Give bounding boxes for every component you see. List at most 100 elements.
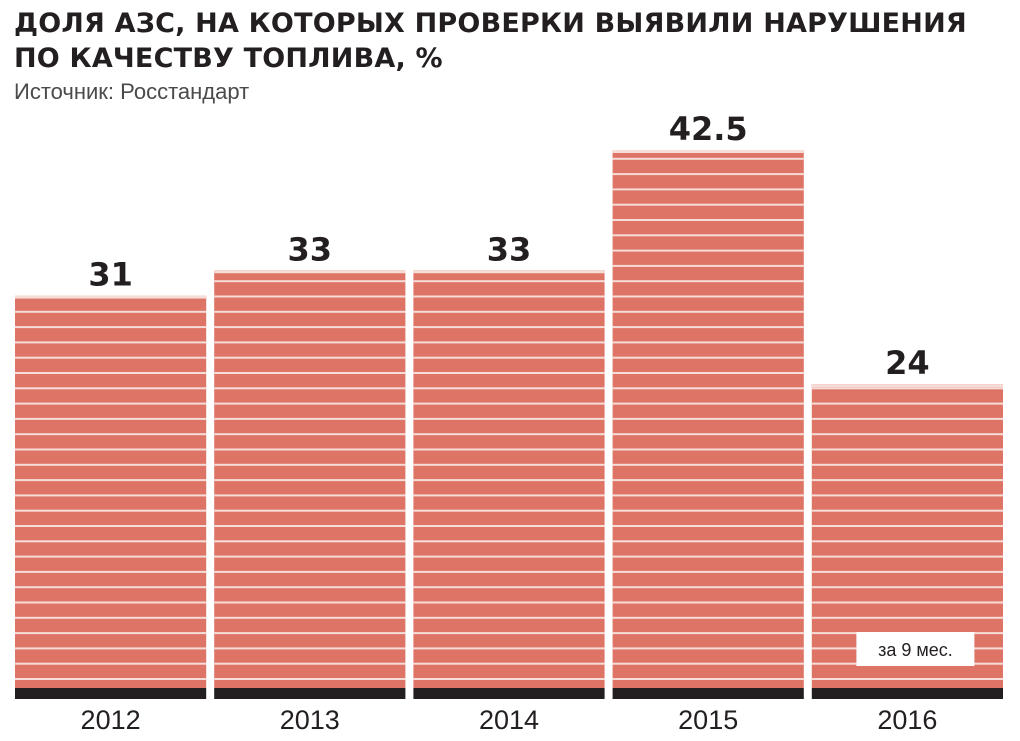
bar-stripe-2013: [214, 540, 406, 543]
bar-stripe-2015: [612, 188, 804, 191]
bar-stripe-2014: [413, 647, 605, 650]
bar-stripe-2012: [15, 341, 207, 344]
bar-stripe-2015: [612, 417, 804, 420]
bar-stripe-2014: [413, 479, 605, 482]
bar-stripe-2012: [15, 463, 207, 466]
bar-stripe-2014: [413, 540, 605, 543]
bar-stripe-2015: [612, 540, 804, 543]
data-label-2014: 33: [487, 230, 532, 268]
bar-stripe-2015: [612, 570, 804, 573]
bar-stripe-2015: [612, 219, 804, 221]
bar-stripe-2016: [811, 540, 1003, 543]
bar-stripe-2016: [811, 570, 1003, 573]
bar-stripe-2015: [612, 372, 804, 374]
bar-stripe-2015: [612, 280, 804, 283]
x-tick-label-2013: 2013: [280, 705, 340, 735]
x-tick-label-2014: 2014: [479, 705, 539, 735]
bar-top-edge-2016: [811, 384, 1003, 388]
bar-stripe-2015: [612, 647, 804, 650]
bar-stripe-2016: [811, 525, 1003, 527]
bar-stripe-2016: [811, 479, 1003, 482]
bar-stripe-2013: [214, 647, 406, 650]
bar-stripe-2014: [413, 356, 605, 359]
bar-stripe-2014: [413, 310, 605, 313]
bar-stripe-2012: [15, 356, 207, 359]
bar-base-2013: [214, 688, 406, 699]
bar-stripe-2013: [214, 678, 406, 680]
bar-top-edge-2014: [413, 270, 605, 274]
bar-stripe-2016: [811, 463, 1003, 466]
bar-stripe-2015: [612, 586, 804, 589]
chart-source: Источник: Росстандарт: [14, 79, 250, 104]
bar-base-2012: [15, 688, 207, 699]
bar-stripe-2013: [214, 586, 406, 589]
bar-stripe-2013: [214, 433, 406, 436]
x-tick-label-2012: 2012: [81, 705, 141, 735]
bar-top-edge-2012: [15, 295, 207, 299]
bar-stripe-2016: [811, 448, 1003, 451]
bar-stripe-2015: [612, 662, 804, 665]
bar-stripe-2014: [413, 433, 605, 436]
bar-stripe-2012: [15, 387, 207, 390]
bar-stripe-2016: [811, 402, 1003, 405]
bar-stripe-2016: [811, 417, 1003, 420]
bar-stripe-2015: [612, 463, 804, 466]
bar-stripe-2012: [15, 417, 207, 420]
bar-stripe-2015: [612, 494, 804, 497]
bar-stripe-2014: [413, 601, 605, 604]
bar-stripe-2015: [612, 616, 804, 619]
bar-stripe-2012: [15, 662, 207, 665]
bar-stripe-2014: [413, 509, 605, 512]
bar-stripe-2012: [15, 540, 207, 543]
bar-stripe-2013: [214, 616, 406, 619]
bar-stripe-2013: [214, 479, 406, 482]
bar-top-edge-2015: [612, 150, 804, 153]
x-tick-label-2016: 2016: [877, 705, 937, 735]
bar-stripe-2014: [413, 494, 605, 497]
annotation-box: [856, 632, 975, 666]
bar-stripe-2016: [811, 433, 1003, 436]
bar-stripe-2014: [413, 555, 605, 558]
bar-stripe-2014: [413, 372, 605, 374]
data-label-2013: 33: [288, 230, 333, 268]
bar-stripe-2015: [612, 402, 804, 405]
bar-stripe-2013: [214, 372, 406, 374]
annotation-text: за 9 мес.: [878, 640, 953, 660]
bar-stripe-2012: [15, 494, 207, 497]
bar-stripe-2014: [413, 678, 605, 680]
bar-stripe-2012: [15, 372, 207, 374]
bar-stripe-2015: [612, 234, 804, 237]
bar-stripe-2012: [15, 448, 207, 451]
bar-top-edge-2013: [214, 270, 406, 274]
bar-stripe-2012: [15, 402, 207, 405]
bar-stripe-2015: [612, 509, 804, 512]
bar-stripe-2012: [15, 326, 207, 329]
bar-stripe-2014: [413, 616, 605, 619]
bar-stripe-2013: [214, 326, 406, 329]
bar-stripe-2015: [612, 525, 804, 527]
bar-stripe-2013: [214, 310, 406, 313]
bar-stripe-2016: [811, 616, 1003, 619]
bar-stripe-2014: [413, 463, 605, 466]
chart-title-line-1: ДОЛЯ АЗС, НА КОТОРЫХ ПРОВЕРКИ ВЫЯВИЛИ НА…: [14, 8, 967, 39]
bar-stripe-2015: [612, 157, 804, 160]
bar-stripe-2015: [612, 601, 804, 604]
bar-stripe-2015: [612, 356, 804, 359]
bar-stripe-2014: [413, 280, 605, 283]
bar-stripe-2015: [612, 678, 804, 680]
bar-stripe-2015: [612, 433, 804, 436]
bar-stripe-2015: [612, 479, 804, 482]
bar-stripe-2013: [214, 555, 406, 558]
chart-title-line-2: ПО КАЧЕСТВУ ТОПЛИВА, %: [14, 43, 443, 74]
bar-stripe-2013: [214, 494, 406, 497]
bar-stripe-2015: [612, 310, 804, 313]
bar-stripe-2013: [214, 509, 406, 512]
bar-stripe-2014: [413, 326, 605, 329]
bar-stripe-2014: [413, 570, 605, 573]
bar-stripe-2015: [612, 203, 804, 206]
bar-stripe-2012: [15, 601, 207, 604]
bar-stripe-2014: [413, 417, 605, 420]
bar-stripe-2012: [15, 525, 207, 527]
bar-stripe-2015: [612, 448, 804, 451]
